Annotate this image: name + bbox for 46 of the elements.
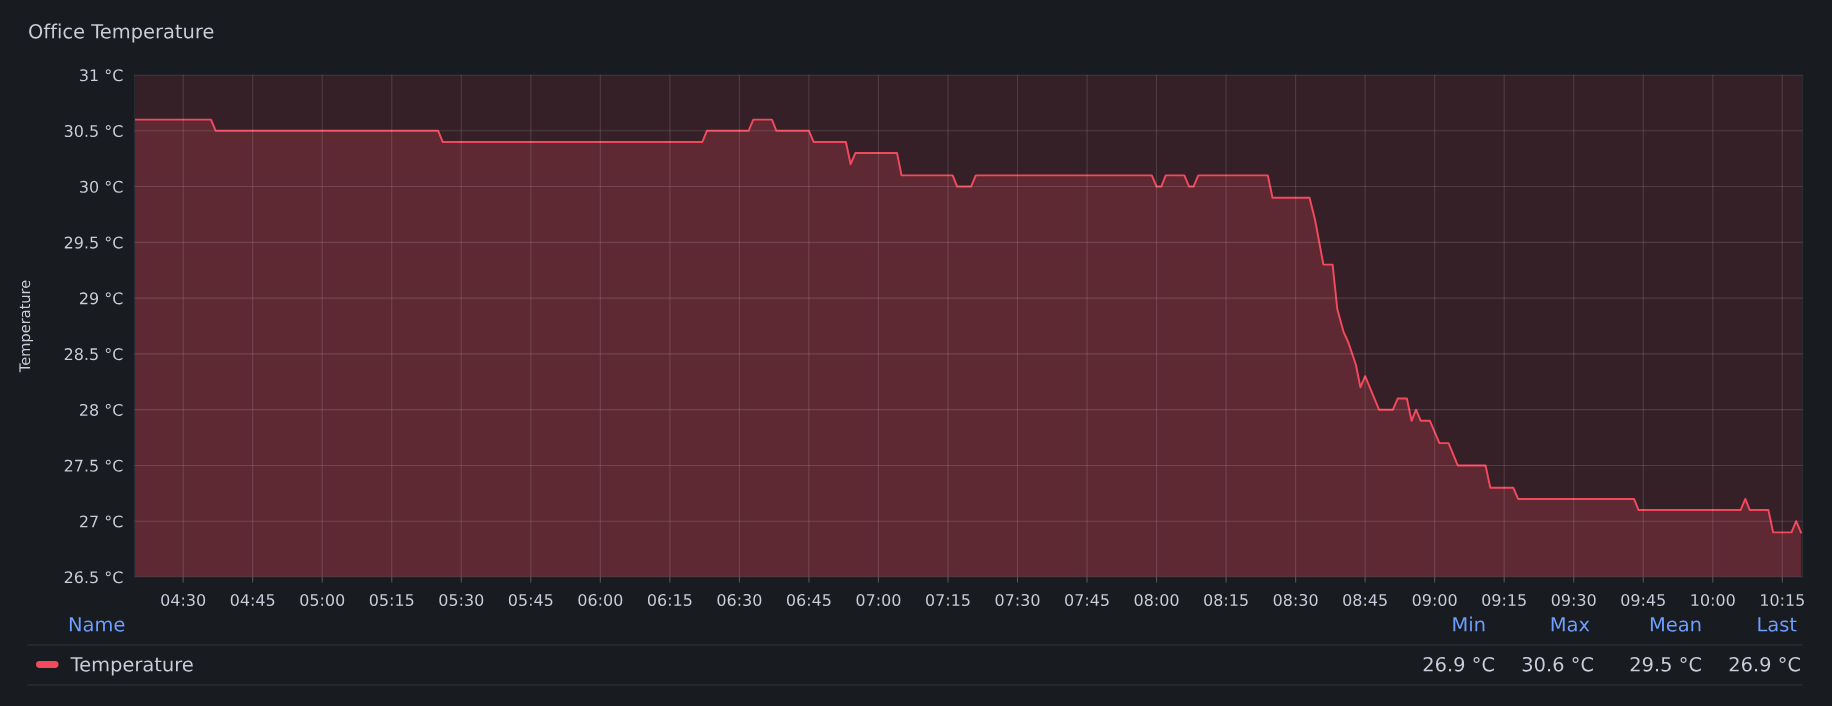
x-tick-label: 09:45 — [1621, 593, 1665, 607]
x-tick-label: 07:45 — [1065, 593, 1109, 607]
y-tick-label: 26.5 °C — [64, 571, 123, 584]
x-tick-label: 10:15 — [1761, 593, 1804, 607]
x-tick-label: 06:45 — [786, 593, 831, 607]
x-tick-label: 07:15 — [926, 593, 970, 607]
text: 29.5 °C — [1630, 656, 1701, 672]
y-tick-label: 28 °C — [80, 403, 123, 416]
text: Last — [1758, 617, 1797, 632]
x-tick-label: 08:45 — [1343, 593, 1387, 607]
x-tick-label: 04:30 — [161, 593, 206, 607]
x-tick-label: 07:00 — [856, 593, 901, 607]
x-tick-label: 09:15 — [1482, 593, 1526, 607]
text: 26.9 °C — [1729, 656, 1800, 672]
text: 30.6 °C — [1522, 656, 1593, 672]
x-tick-label: 05:30 — [439, 593, 484, 607]
x-tick-label: 06:00 — [578, 593, 623, 607]
x-tick-label: 05:45 — [508, 593, 553, 607]
y-tick-label: 27 °C — [80, 515, 123, 528]
y-tick-label: 30 °C — [80, 180, 123, 193]
x-tick-label: 09:00 — [1412, 593, 1457, 607]
y-tick-label: 28.5 °C — [64, 348, 123, 361]
x-tick-label: 06:30 — [717, 593, 762, 607]
text: 26.9 °C — [1423, 656, 1494, 672]
x-tick-label: 08:15 — [1204, 593, 1248, 607]
text: Min — [1453, 616, 1485, 632]
x-tick-label: 05:00 — [300, 593, 345, 607]
x-tick-label: 05:15 — [369, 593, 414, 607]
y-tick-label: 27.5 °C — [64, 459, 123, 472]
x-tick-label: 06:15 — [647, 593, 692, 607]
x-tick-label: 09:30 — [1551, 593, 1596, 607]
y-tick-label: 31 °C — [80, 69, 123, 82]
x-tick-label: 07:30 — [995, 593, 1040, 607]
y-axis-title: Temperature — [19, 280, 34, 373]
text: Max — [1551, 617, 1590, 632]
y-tick-label: 29 °C — [80, 292, 123, 305]
legend-label: Temperature — [70, 657, 193, 676]
x-tick-label: 08:00 — [1134, 593, 1179, 607]
y-tick-label: 30.5 °C — [64, 124, 123, 138]
y-tick-label: 29.5 °C — [64, 236, 123, 249]
x-tick-label: 04:45 — [230, 593, 275, 607]
text: Mean — [1650, 617, 1701, 632]
x-tick-label: 08:30 — [1273, 593, 1318, 607]
chart-title: Office Temperature — [29, 23, 214, 43]
x-tick-label: 10:00 — [1691, 593, 1735, 607]
text: Name — [69, 617, 125, 632]
